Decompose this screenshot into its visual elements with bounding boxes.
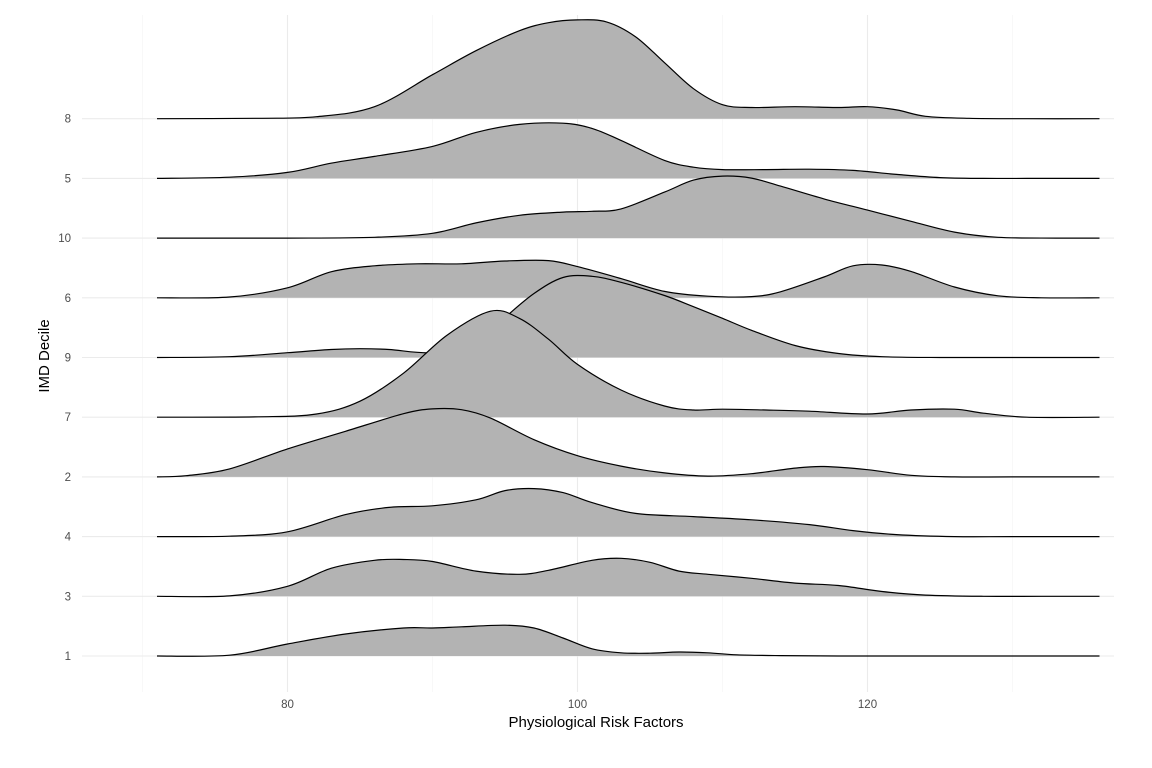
ridge-decile-9: [156, 274, 1100, 359]
ridge-area-decile-6: [157, 260, 1100, 298]
x-tick-label: 120: [858, 699, 877, 711]
ridge-area-decile-2: [157, 408, 1100, 478]
ridge-line-decile-1: [156, 624, 1100, 657]
ridge-decile-8: [156, 19, 1100, 120]
ridge-line-decile-3: [156, 557, 1100, 598]
axes: Physiological Risk Factors IMD Decile 80…: [36, 114, 877, 731]
ridge-line-decile-8: [156, 19, 1100, 120]
ridge-area-decile-7: [157, 310, 1100, 418]
ridge-decile-7: [156, 309, 1100, 419]
y-tick-label: 1: [65, 651, 71, 663]
ridge-line-decile-7: [156, 309, 1100, 419]
ridge-area-decile-8: [157, 19, 1100, 119]
ridge-line-decile-2: [156, 407, 1100, 478]
y-tick-label: 3: [65, 591, 71, 603]
ridge-decile-6: [156, 259, 1100, 299]
ridge-decile-5: [156, 122, 1100, 180]
ridge-area-decile-3: [157, 558, 1100, 597]
ridge-decile-2: [156, 407, 1100, 478]
ridges: [156, 19, 1100, 657]
ridge-decile-10: [156, 175, 1100, 239]
y-axis-title: IMD Decile: [36, 319, 53, 392]
y-tick-label: 9: [65, 353, 71, 365]
ridge-line-decile-4: [156, 487, 1100, 538]
y-tick-label: 5: [65, 173, 71, 185]
y-tick-label: 7: [65, 412, 71, 424]
ridge-line-decile-6: [156, 259, 1100, 299]
x-tick-label: 100: [568, 699, 587, 711]
y-tick-label: 8: [65, 114, 71, 126]
ridge-decile-4: [156, 487, 1100, 538]
ridge-decile-3: [156, 557, 1100, 598]
y-tick-label: 2: [65, 472, 71, 484]
y-tick-label: 10: [58, 233, 71, 245]
ridge-area-decile-9: [157, 275, 1100, 358]
ridge-area-decile-1: [157, 625, 1100, 657]
y-tick-label: 6: [65, 293, 71, 305]
ridge-line-decile-10: [156, 175, 1100, 239]
x-axis-title: Physiological Risk Factors: [508, 714, 683, 731]
y-tick-label: 4: [65, 532, 72, 544]
ridge-line-decile-9: [156, 274, 1100, 359]
ridge-area-decile-5: [157, 122, 1100, 179]
ridge-decile-1: [156, 624, 1100, 657]
ridge-line-decile-5: [156, 122, 1100, 180]
x-tick-label: 80: [281, 699, 294, 711]
